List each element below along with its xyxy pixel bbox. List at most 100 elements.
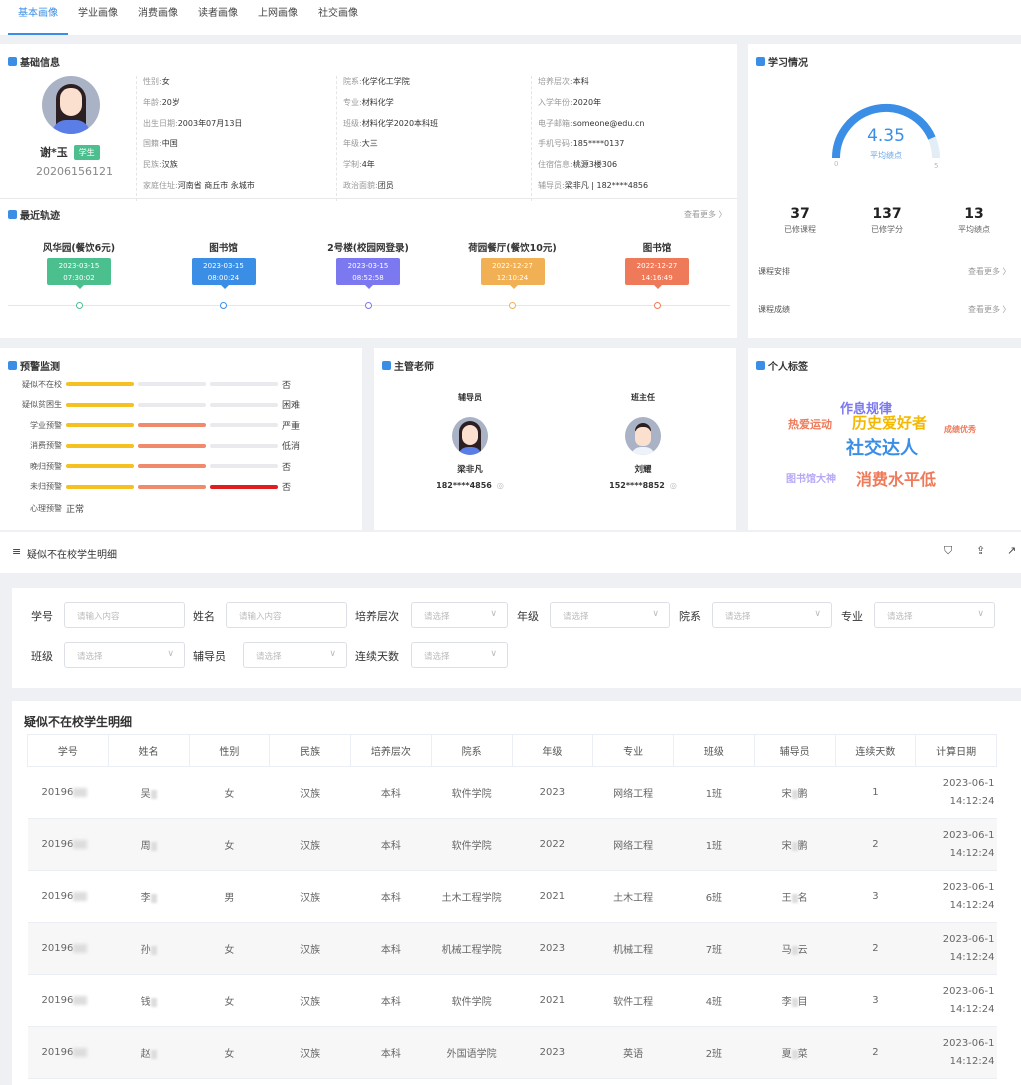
info-key: 电子邮箱:	[538, 118, 573, 128]
warning-level-bar	[210, 402, 278, 407]
column-header[interactable]: 院系	[430, 734, 513, 767]
cell-text: 赵	[140, 1049, 151, 1060]
teacher-icon	[382, 361, 391, 370]
table-cell: 2023	[512, 766, 593, 819]
track-item: 风华园(餐饮6元) 2023-03-15 07:30:02	[24, 240, 134, 289]
tags-title-text: 个人标签	[768, 362, 808, 373]
course-grades-label: 课程成绩	[758, 305, 790, 314]
filter-input[interactable]: 请选择 ∨	[243, 642, 347, 668]
tab-0[interactable]: 基本画像	[8, 0, 68, 35]
table-row[interactable]: 20196 李 男 汉族 本科 土木工程学院 2021 土木工程 6班 王名 3 2023-06-1 1…	[27, 870, 997, 923]
cell-text: 汉族	[300, 997, 321, 1008]
cell-text: 外国语学院	[446, 1049, 497, 1060]
warning-card: 预警监测 疑似不在校否疑似贫困生 困难 学业预警 严重 消费预警 低消 晚归预警否未归预警否…	[0, 348, 362, 530]
column-header[interactable]: 学号	[27, 734, 109, 767]
track-more-link[interactable]: 查看更多 〉	[684, 210, 727, 219]
table-row[interactable]: 20196 周 女 汉族 本科 软件学院 2022 网络工程 1班 宋鹏 2 2023-06-1 14:…	[27, 818, 997, 871]
warning-level-bar	[138, 382, 206, 386]
info-value: 河南省 商丘市 永城市	[177, 180, 255, 190]
info-value: 20岁	[161, 97, 180, 107]
warning-row: 学业预警 严重	[8, 415, 300, 435]
info-row: 辅导员:梁非凡 | 182****4856	[538, 180, 648, 201]
masked-text	[73, 839, 88, 849]
info-key: 入学年份:	[538, 97, 573, 107]
course-grades-more[interactable]: 查看更多 〉	[968, 305, 1011, 314]
info-key: 班级:	[343, 118, 362, 128]
warning-level-bar	[66, 464, 134, 468]
tab-3[interactable]: 读者画像	[198, 8, 238, 19]
column-header[interactable]: 专业	[592, 734, 674, 767]
tab-4[interactable]: 上网画像	[258, 8, 298, 19]
track-place: 2号楼(校园网登录)	[327, 243, 409, 254]
info-key: 专业:	[343, 97, 362, 107]
info-row: 政治面貌:团员	[343, 180, 438, 201]
filter-input[interactable]: 请选择 ∨	[550, 602, 670, 628]
upload-icon[interactable]: ⇪	[976, 544, 986, 557]
table-row[interactable]: 20196 吴 女 汉族 本科 软件学院 2023 网络工程 1班 宋鹏 1 2023-06-1 14:…	[27, 766, 997, 819]
table-cell: 汉族	[269, 922, 351, 975]
column-header[interactable]: 辅导员	[753, 734, 836, 767]
info-row: 住宿信息:桃源3楼306	[538, 159, 648, 180]
column-header[interactable]: 性别	[188, 734, 271, 767]
cell-text: 女	[224, 1049, 235, 1060]
table-cell: 汉族	[269, 1026, 351, 1079]
column-header[interactable]: 姓名	[107, 734, 190, 767]
filter-input[interactable]: 请选择 ∨	[411, 642, 508, 668]
filter-input[interactable]: 请选择 ∨	[712, 602, 832, 628]
column-header[interactable]: 连续天数	[834, 734, 917, 767]
filter-input[interactable]: 请输入内容	[64, 602, 185, 628]
cell-text: 2023-06-1	[942, 933, 995, 945]
column-header[interactable]: 年级	[511, 734, 594, 767]
table-cell: 女	[189, 766, 270, 819]
column-header[interactable]: 民族	[269, 734, 351, 767]
warning-level-bar	[138, 464, 206, 468]
table-cell: 宋鹏	[754, 766, 835, 819]
column-header[interactable]: 班级	[673, 734, 755, 767]
filter-input[interactable]: 请选择 ∨	[874, 602, 995, 628]
table-cell: 6班	[673, 870, 755, 923]
external-link-icon[interactable]: ↗	[1007, 544, 1017, 557]
table-cell: 2023-06-1 14:12:24	[915, 922, 997, 975]
table-row[interactable]: 20196 钱 女 汉族 本科 软件学院 2021 软件工程 4班 李目 3 2023-06-1 14:…	[27, 974, 997, 1027]
column-header[interactable]: 计算日期	[915, 734, 997, 767]
cell-text: 女	[224, 997, 235, 1008]
tab-1[interactable]: 学业画像	[78, 8, 118, 19]
cell-text: 女	[224, 945, 235, 956]
cell-text: 周	[140, 841, 151, 852]
masked-text	[791, 1049, 798, 1059]
info-value: 团员	[377, 180, 394, 190]
filter-label: 培养层次	[355, 610, 399, 623]
filter-placeholder: 请选择	[725, 612, 751, 622]
table-title: 疑似不在校学生明细	[24, 715, 133, 729]
tab-5[interactable]: 社交画像	[318, 8, 358, 19]
info-value: 女	[161, 77, 170, 86]
table-cell: 本科	[350, 766, 432, 819]
filter-input[interactable]: 请输入内容	[226, 602, 347, 628]
cell-text: 汉族	[300, 945, 321, 956]
tab-2[interactable]: 消费画像	[138, 8, 178, 19]
table-cell: 2022	[512, 818, 593, 871]
column-header[interactable]: 培养层次	[350, 734, 432, 767]
shirt-icon[interactable]: ⛉	[944, 544, 953, 557]
psych-value: 正常	[66, 504, 85, 515]
teachers-title-text: 主管老师	[394, 362, 434, 373]
student-id: 20206156121	[36, 165, 113, 178]
course-schedule-more[interactable]: 查看更多 〉	[968, 267, 1011, 276]
eye-icon[interactable]: ◎	[669, 481, 677, 490]
table-cell: 20196	[27, 766, 109, 819]
table-row[interactable]: 20196 孙 女 汉族 本科 机械工程学院 2023 机械工程 7班 马云 2 2023-06-1 1…	[27, 922, 997, 975]
eye-icon[interactable]: ◎	[496, 481, 504, 490]
table-cell: 英语	[592, 1026, 674, 1079]
table-cell: 周	[108, 818, 189, 871]
stat-label: 已修学分	[871, 225, 903, 234]
section-header: ≡ 疑似不在校学生明细 ⛉ ⇪ ↗	[0, 532, 1021, 573]
user-icon	[8, 57, 17, 66]
cell-text: 网络工程	[613, 789, 654, 800]
cell-text: 软件学院	[451, 997, 492, 1008]
masked-text	[73, 943, 88, 953]
table-cell: 2	[835, 922, 916, 975]
filter-input[interactable]: 请选择 ∨	[411, 602, 508, 628]
filter-input[interactable]: 请选择 ∨	[64, 642, 185, 668]
table-row[interactable]: 20196 赵 女 汉族 本科 外国语学院 2023 英语 2班 夏菜 2 2023-06-1 14:1…	[27, 1026, 997, 1079]
info-column: 性别:女 年龄:20岁 出生日期:2003年07月13日 国籍:中国 民族:汉族 家庭住址…	[136, 76, 255, 201]
